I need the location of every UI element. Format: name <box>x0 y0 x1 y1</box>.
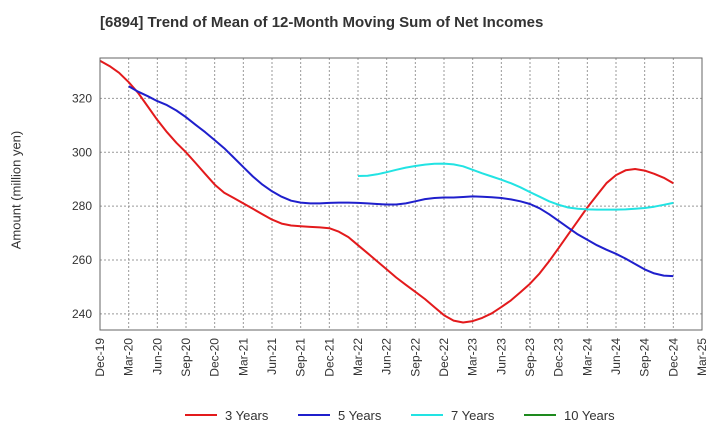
x-tick-label: Dec-24 <box>666 338 680 377</box>
legend-item-5-years: 5 Years <box>298 404 381 426</box>
x-tick-label: Mar-20 <box>122 338 136 376</box>
x-tick-label: Sep-22 <box>408 338 422 377</box>
y-tick-label: 240 <box>72 307 92 321</box>
y-tick-label: 320 <box>72 91 92 105</box>
legend-item-7-years: 7 Years <box>411 404 494 426</box>
x-tick-label: Jun-23 <box>494 338 508 375</box>
legend-swatch <box>185 414 217 416</box>
legend-swatch <box>524 414 556 416</box>
legend-label: 3 Years <box>225 407 269 423</box>
legend-swatch <box>298 414 330 416</box>
x-tick-label: Mar-21 <box>236 338 250 376</box>
chart-title: [6894] Trend of Mean of 12-Month Moving … <box>100 14 544 31</box>
x-tick-label: Dec-21 <box>322 338 336 377</box>
x-tick-label: Dec-19 <box>93 338 107 377</box>
legend-item-10-years: 10 Years <box>524 404 615 426</box>
series-line-5-years <box>128 85 674 278</box>
x-tick-label: Jun-21 <box>265 338 279 375</box>
x-tick-label: Mar-25 <box>695 338 709 376</box>
x-tick-label: Jun-24 <box>609 338 623 375</box>
series-line-7-years <box>357 162 674 211</box>
x-tick-label: Jun-22 <box>380 338 394 375</box>
legend-swatch <box>411 414 443 416</box>
y-tick-labels: 240 260 280 300 320 <box>72 91 92 320</box>
y-tick-label: 280 <box>72 199 92 213</box>
legend-item-3-years: 3 Years <box>185 404 268 426</box>
x-tick-label: Jun-20 <box>150 338 164 375</box>
series-lines <box>99 59 674 324</box>
plot-frame <box>99 57 703 331</box>
x-tick-label: Mar-22 <box>351 338 365 376</box>
y-tick-label: 300 <box>72 145 92 159</box>
x-tick-label: Sep-24 <box>638 338 652 377</box>
grid-lines <box>100 58 702 330</box>
x-tick-label: Dec-23 <box>552 338 566 377</box>
x-tick-label: Mar-24 <box>580 338 594 376</box>
legend: 3 Years 5 Years 7 Years 10 Years <box>0 404 720 426</box>
legend-label: 5 Years <box>338 407 382 423</box>
legend-label: 10 Years <box>564 407 615 423</box>
legend-label: 7 Years <box>451 407 495 423</box>
x-tick-label: Mar-23 <box>466 338 480 376</box>
y-tick-label: 260 <box>72 253 92 267</box>
x-tick-label: Sep-23 <box>523 338 537 377</box>
series-line-3-years <box>99 59 674 324</box>
x-tick-label: Sep-21 <box>294 338 308 377</box>
x-tick-labels: Dec-19 Mar-20 Jun-20 Sep-20 Dec-20 Mar-21 Jun-… <box>93 338 709 377</box>
x-tick-label: Dec-20 <box>208 338 222 377</box>
x-tick-label: Dec-22 <box>437 338 451 377</box>
x-tick-label: Sep-20 <box>179 338 193 377</box>
